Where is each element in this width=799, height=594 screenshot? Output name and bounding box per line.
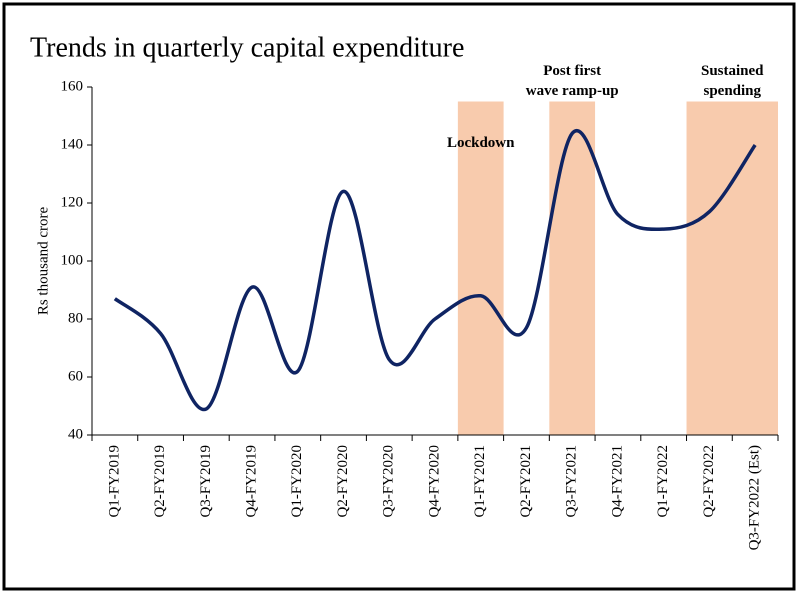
- x-tick-label: Q4-FY2021: [609, 445, 625, 518]
- shaded-region: [686, 101, 778, 435]
- x-tick-label: Q2-FY2020: [335, 445, 351, 518]
- y-axis-label: Rs thousand crore: [35, 207, 51, 316]
- y-tick-label: 60: [68, 368, 83, 384]
- data-line: [113, 128, 757, 412]
- x-tick-label: Q1-FY2022: [655, 445, 671, 518]
- y-tick-label: 140: [61, 136, 84, 152]
- x-tick-label: Q4-FY2019: [244, 445, 260, 518]
- shaded-region: [457, 101, 504, 435]
- x-tick-label: Q3-FY2022 (Est): [747, 445, 763, 550]
- x-tick-label: Q2-FY2022: [701, 445, 717, 518]
- region-label: wave ramp-up: [526, 83, 619, 99]
- x-tick-label: Q1-FY2021: [472, 445, 488, 518]
- y-tick-label: 160: [61, 78, 84, 94]
- x-tick-label: Q3-FY2020: [381, 445, 397, 518]
- y-tick-label: 100: [61, 252, 84, 268]
- x-tick-label: Q4-FY2020: [426, 445, 442, 518]
- x-tick-label: Q3-FY2019: [198, 445, 214, 518]
- region-label: Sustained: [701, 63, 764, 79]
- y-tick-label: 120: [61, 194, 84, 210]
- x-tick-label: Q3-FY2021: [564, 445, 580, 518]
- region-label: Lockdown: [447, 135, 515, 151]
- x-tick-label: Q1-FY2019: [106, 445, 122, 518]
- y-tick-label: 40: [68, 426, 83, 442]
- region-label: Post first: [543, 63, 601, 79]
- shaded-region: [549, 101, 596, 435]
- x-tick-label: Q2-FY2019: [152, 445, 168, 518]
- region-label: spending: [703, 83, 761, 99]
- chart-title: Trends in quarterly capital expenditure: [30, 32, 464, 63]
- x-tick-label: Q1-FY2020: [289, 445, 305, 518]
- y-tick-label: 80: [68, 310, 83, 326]
- x-tick-label: Q2-FY2021: [518, 445, 534, 518]
